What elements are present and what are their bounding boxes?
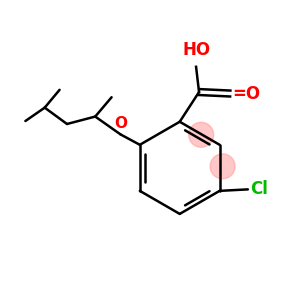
Text: =O: =O [232,85,261,103]
Text: O: O [114,116,127,131]
Text: HO: HO [182,41,210,59]
Circle shape [210,154,235,179]
Circle shape [189,122,214,147]
Text: Cl: Cl [250,180,268,198]
